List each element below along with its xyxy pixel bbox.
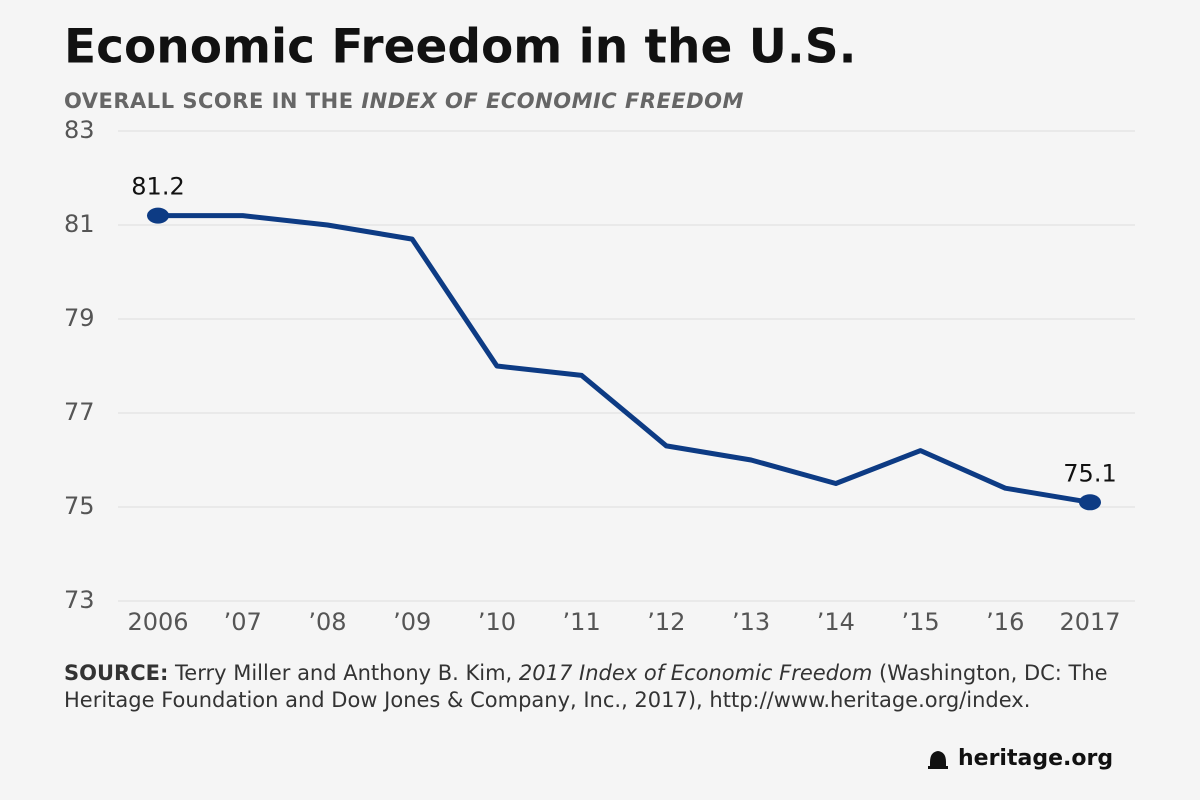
y-tick-label: 75 — [64, 492, 95, 520]
y-tick-label: 77 — [64, 398, 95, 426]
x-tick-label: ’11 — [563, 608, 601, 636]
x-tick-label: 2017 — [1059, 608, 1120, 636]
brand: heritage.org — [958, 746, 1113, 771]
data-label: 81.2 — [131, 173, 184, 201]
source-rest: (Washington, DC: The Heritage Foundation… — [64, 661, 1108, 712]
x-tick-label: ’12 — [647, 608, 685, 636]
point-marker — [147, 207, 169, 224]
x-tick-label: ’09 — [393, 608, 431, 636]
x-tick-label: ’07 — [224, 608, 262, 636]
x-tick-label: ’08 — [308, 608, 346, 636]
source-note: SOURCE: Terry Miller and Anthony B. Kim,… — [64, 660, 1144, 714]
subtitle-emphasis: INDEX OF ECONOMIC FREEDOM — [361, 89, 744, 113]
subtitle-text: OVERALL SCORE IN THE — [64, 89, 361, 113]
y-tick-label: 79 — [64, 304, 95, 332]
x-tick-label: ’15 — [901, 608, 939, 636]
source-title: 2017 Index of Economic Freedom — [518, 661, 873, 685]
x-tick-label: ’16 — [986, 608, 1024, 636]
data-line — [158, 213, 1091, 505]
data-label: 75.1 — [1063, 459, 1116, 487]
chart-subtitle: OVERALL SCORE IN THE INDEX OF ECONOMIC F… — [64, 89, 744, 113]
x-tick-label: ’10 — [478, 608, 516, 636]
point-marker — [1079, 494, 1101, 511]
x-tick-label: 2006 — [127, 608, 188, 636]
source-label: SOURCE: — [64, 661, 169, 685]
y-tick-label: 81 — [64, 210, 95, 238]
y-tick-label: 83 — [64, 116, 95, 144]
x-tick-label: ’14 — [817, 608, 855, 636]
source-text: Terry Miller and Anthony B. Kim, — [168, 661, 519, 685]
chart-title: Economic Freedom in the U.S. — [64, 20, 856, 75]
x-tick-label: ’13 — [732, 608, 770, 636]
brand-icon — [928, 751, 948, 769]
y-tick-label: 73 — [64, 586, 95, 614]
